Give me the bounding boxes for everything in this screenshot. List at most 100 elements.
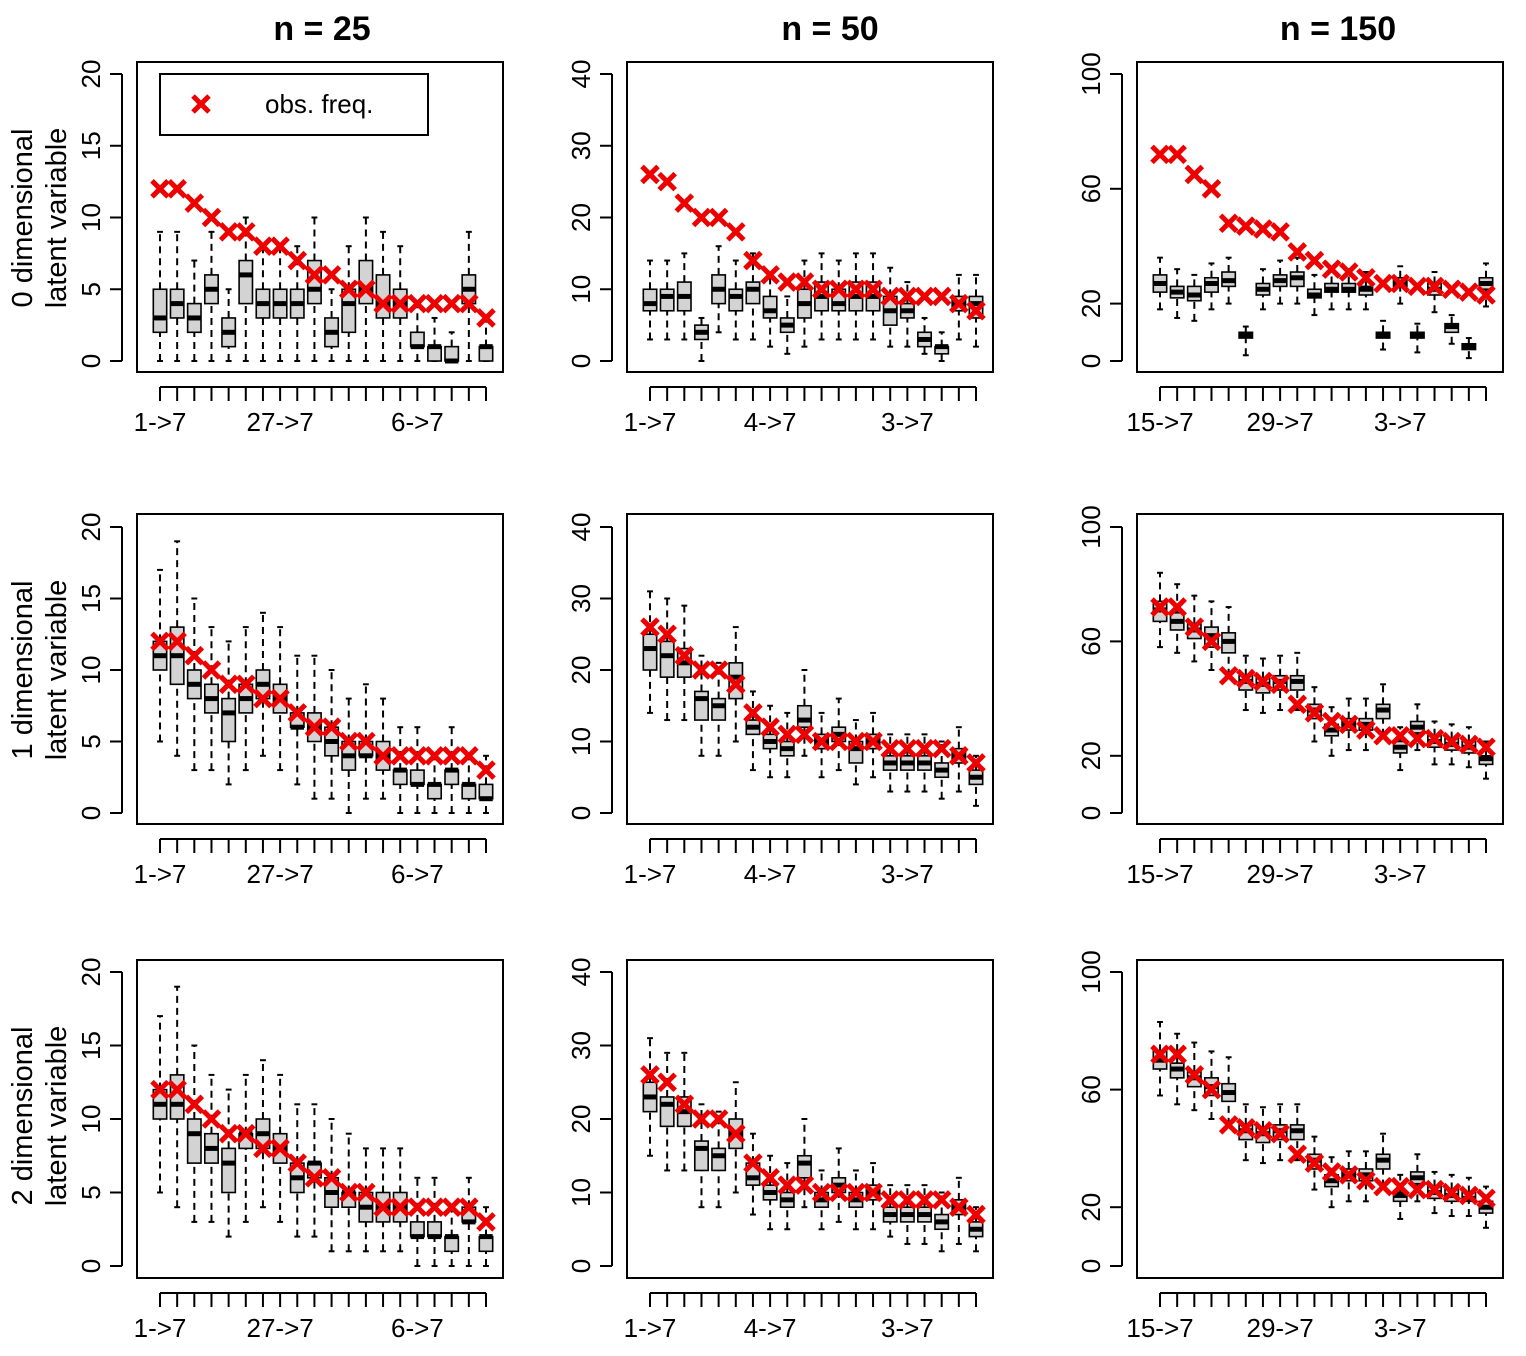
obs-freq-marker [828,731,849,752]
box-iqr [796,704,812,729]
obs-marker-stroke [1270,222,1290,242]
boxplot-box [1341,268,1357,311]
obs-marker-stroke [1236,216,1256,236]
obs-marker-stroke [914,1190,935,1210]
boxplot-box [289,245,305,362]
obs-freq-marker [253,236,273,256]
obs-freq-marker [657,624,677,645]
obs-freq-marker [167,1079,187,1100]
boxplot-box [1289,256,1305,305]
y-tick-label: 10 [76,656,106,685]
obs-freq-marker [777,1175,798,1195]
boxplot-box [461,1176,477,1267]
obs-freq-marker [407,1197,428,1217]
obs-freq-marker [441,746,462,766]
obs-freq-marker [863,1182,883,1203]
boxplot-box [169,230,185,362]
boxplot-box [1169,268,1185,319]
y-tick-label: 10 [566,727,596,756]
obs-freq-marker [424,746,445,766]
y-tick-label: 0 [76,806,106,820]
obs-marker-stroke [390,1197,410,1217]
obs-marker-stroke [373,1197,393,1217]
obs-marker-stroke [1356,268,1376,288]
obs-marker-stroke [1424,728,1445,749]
obs-marker-stroke [253,1138,273,1159]
obs-freq-marker [1407,276,1428,297]
obs-marker-stroke [1236,668,1256,689]
obs-marker-stroke [828,279,849,300]
obs-marker-stroke [966,301,986,321]
obs-marker-stroke [794,1175,815,1195]
obs-marker-stroke [794,724,815,745]
column-title-n50: n = 50 [781,10,878,48]
obs-marker-stroke [476,1212,496,1232]
obs-freq-marker [1321,259,1342,279]
obs-marker-stroke [777,724,798,745]
boxplot-box [1169,583,1185,654]
obs-freq-marker [218,674,239,695]
obs-freq-marker [708,660,729,680]
obs-marker-stroke [743,1153,763,1173]
obs-marker-stroke [1441,1182,1462,1203]
obs-freq-marker [691,660,712,680]
obs-marker-stroke [1321,259,1342,279]
obs-freq-marker [897,1190,918,1210]
obs-freq-marker [897,286,918,307]
obs-marker-stroke [424,746,445,766]
obs-marker-stroke [184,645,205,666]
boxplot-box [478,1206,494,1267]
obs-marker-stroke [1373,1176,1393,1197]
obs-marker-stroke [949,293,969,314]
x-tick-label: 6->7 [391,859,444,889]
x-tick-label: 27->7 [246,1313,313,1343]
obs-marker-stroke [236,1123,256,1144]
boxplot-box [1255,268,1271,311]
x-tick-label: 1->7 [624,407,677,437]
obs-freq-marker [1373,1176,1393,1197]
obs-marker-stroke [1407,728,1428,749]
y-tick-label: 100 [1076,950,1106,993]
obs-freq-marker [863,279,883,300]
obs-freq-marker [640,1065,660,1085]
boxplot-box [358,1147,374,1253]
y-tick-label: 60 [1076,1075,1106,1104]
x-tick-label: 3->7 [1374,859,1427,889]
y-tick-label: 10 [76,1105,106,1134]
x-tick-label: 3->7 [1374,1313,1427,1343]
obs-marker-stroke [726,222,746,242]
box-iqr [711,1147,727,1172]
boxplot-box [152,230,168,362]
obs-marker-stroke [441,293,462,314]
boxplot-box [676,252,692,341]
obs-freq-marker [218,1123,239,1144]
obs-freq-marker [150,1079,170,1100]
boxplot-box [306,216,322,362]
obs-marker-stroke [167,631,187,652]
y-tick-label: 20 [566,656,596,685]
obs-marker-stroke [760,717,780,737]
obs-marker-stroke [880,1190,900,1210]
obs-freq-marker [1236,668,1256,689]
obs-freq-marker [304,265,325,285]
y-tick-label: 60 [1076,627,1106,656]
obs-marker-stroke [1476,1188,1496,1209]
obs-freq-marker [931,1190,952,1210]
plot-frame [626,959,994,1279]
obs-freq-marker [1304,1153,1325,1173]
boxplot-box [796,669,812,757]
box-iqr [796,1154,812,1179]
x-tick-label: 29->7 [1246,407,1313,437]
obs-marker-stroke [897,286,918,307]
obs-freq-marker [914,286,935,307]
boxplot-box [934,1191,950,1253]
obs-marker-stroke [811,279,832,300]
column-title-n150: n = 150 [1280,10,1396,48]
obs-freq-marker [1424,276,1445,297]
obs-freq-marker [1270,1123,1290,1144]
obs-freq-marker [691,207,712,228]
boxplot-box [642,1037,658,1157]
plot-frame [1136,61,1504,373]
boxplot-box [427,1176,443,1267]
obs-marker-stroke [321,717,342,737]
